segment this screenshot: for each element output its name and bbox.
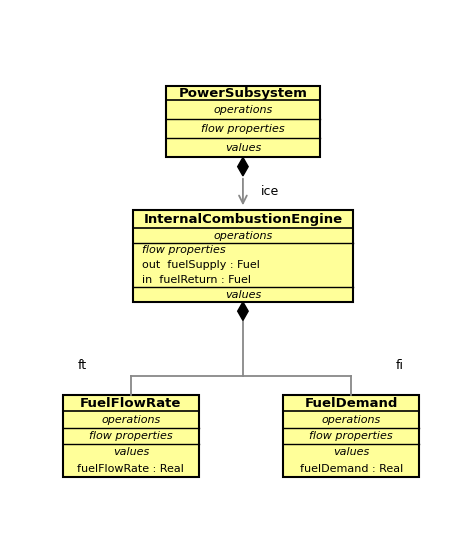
- Text: PowerSubsystem: PowerSubsystem: [179, 87, 307, 100]
- Bar: [283, 395, 419, 477]
- Text: out  fuelSupply : Fuel: out fuelSupply : Fuel: [142, 260, 260, 270]
- Polygon shape: [237, 302, 248, 320]
- Text: InternalCombustionEngine: InternalCombustionEngine: [143, 213, 343, 226]
- Text: operations: operations: [213, 105, 273, 115]
- Text: fi: fi: [395, 359, 403, 372]
- Text: values: values: [225, 143, 261, 153]
- Text: in  fuelReturn : Fuel: in fuelReturn : Fuel: [142, 275, 251, 285]
- Bar: [133, 210, 353, 302]
- Polygon shape: [237, 157, 248, 176]
- Text: fuelFlowRate : Real: fuelFlowRate : Real: [77, 463, 184, 474]
- Text: fuelDemand : Real: fuelDemand : Real: [300, 463, 403, 474]
- Text: values: values: [225, 289, 261, 300]
- Text: ice: ice: [261, 186, 280, 199]
- Text: ft: ft: [78, 359, 87, 372]
- Text: flow properties: flow properties: [310, 431, 393, 441]
- Bar: [166, 86, 320, 157]
- Text: flow properties: flow properties: [89, 431, 173, 441]
- Text: FuelDemand: FuelDemand: [305, 397, 398, 410]
- Text: operations: operations: [213, 231, 273, 240]
- Text: values: values: [333, 447, 369, 458]
- Text: flow properties: flow properties: [201, 124, 285, 134]
- Bar: [63, 395, 199, 477]
- Text: values: values: [113, 447, 149, 458]
- Text: FuelFlowRate: FuelFlowRate: [80, 397, 182, 410]
- Text: flow properties: flow properties: [142, 245, 226, 255]
- Text: operations: operations: [101, 415, 161, 425]
- Text: operations: operations: [322, 415, 381, 425]
